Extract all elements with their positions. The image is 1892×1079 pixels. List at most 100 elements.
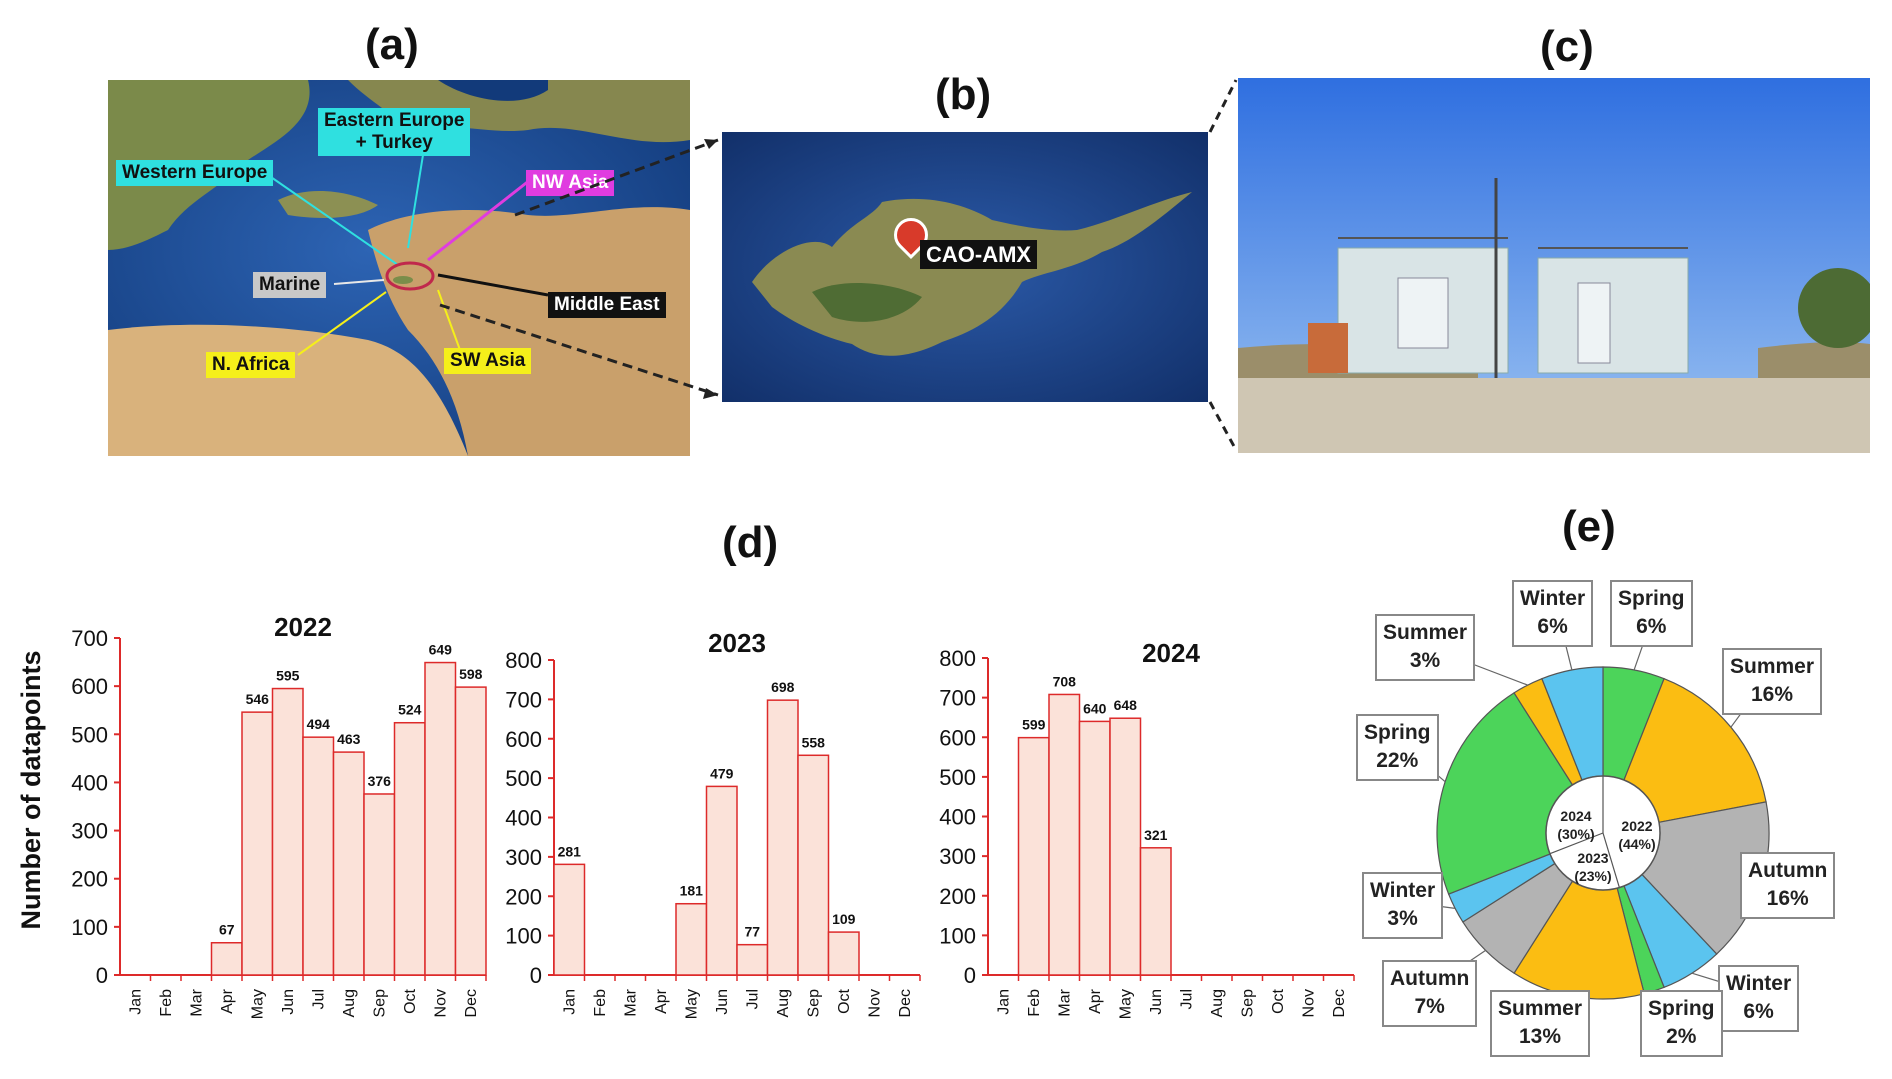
bar [736,943,769,976]
chart-2023: 2023 0 100 200 300 400 500 600 700 800 Jan 281 Feb Ma… [505,628,921,1019]
slice-percent: 3% [1409,649,1441,673]
chart-title: 2022 [274,612,332,642]
donut-slices: 2022 (44%) 2023 (23%) 2024 (30%) [1436,666,1770,1000]
slice-percent: 7% [1414,995,1445,1019]
year-pct-label: (30%) [1557,826,1594,842]
x-tick-label: Jun [714,989,731,1015]
bar-value-label: 640 [1083,700,1107,716]
station-photo-graphic [1238,78,1870,453]
year-label: 2024 [1560,808,1591,824]
bar-value-label: 281 [558,843,582,859]
year-label: 2022 [1621,818,1652,834]
x-tick-label: Oct [836,988,853,1013]
slice-season: Summer [1730,655,1815,678]
y-tick-label: 200 [505,884,542,909]
x-tick-label: Dec [897,989,914,1017]
x-tick-label: Mar [622,988,639,1016]
x-tick-label: Jun [280,989,297,1015]
panel-label-e: (e) [1562,502,1616,551]
cyprus-map-graphic [722,132,1208,402]
bar [705,785,738,976]
bar-value-label: 321 [1144,827,1168,843]
label-marine: Marine [253,272,327,298]
slice-percent: 22% [1376,749,1419,773]
y-tick-label: 500 [505,766,542,791]
x-tick-label: Jul [310,989,327,1009]
y-tick-label: 600 [71,674,108,699]
y-tick-label: 500 [71,722,108,747]
bar [675,902,708,976]
bar-value-label: 698 [771,679,795,695]
y-tick-label: 400 [939,805,976,830]
bar [393,721,426,976]
year-divider [1549,832,1604,855]
regional-map-graphic [108,80,690,456]
x-tick-label: Sep [371,989,388,1018]
y-tick-label: 300 [71,819,108,844]
panel-label-a: (a) [365,20,419,69]
bar-value-label: 598 [459,666,483,682]
bar-value-label: 708 [1053,673,1077,689]
slice-season: Spring [1618,587,1685,610]
station-photo [1238,78,1870,453]
slice-label: Autumn 16% [1740,852,1836,919]
y-tick-label: 400 [505,806,542,831]
slice-percent: 3% [1387,907,1418,931]
x-tick-label: Nov [866,989,883,1017]
panel-label-b: (b) [935,70,992,119]
bar [271,687,304,976]
label-nw-asia: NW Asia [526,170,615,196]
bar-value-label: 599 [1022,717,1046,733]
y-tick-label: 700 [505,687,542,712]
slice-label: Winter 6% [1718,965,1800,1032]
x-tick-label: Apr [653,988,670,1014]
x-tick-label: Sep [1239,989,1256,1018]
y-tick-label: 700 [71,626,108,651]
slice-season: Winter [1726,972,1792,995]
slice-season: Summer [1498,997,1583,1020]
slice-percent: 6% [1537,615,1568,639]
y-tick-label: 0 [96,963,108,988]
bar-value-label: 595 [276,668,300,684]
bar-value-label: 376 [368,773,392,789]
slice-season: Summer [1383,621,1468,644]
bar [1109,717,1142,976]
bar-value-label: 181 [680,883,704,899]
slice-label: Winter 6% [1512,580,1594,647]
slice-percent: 6% [1636,615,1667,639]
slice-percent: 2% [1666,1025,1697,1049]
slice-season: Spring [1364,721,1431,744]
slice-label: Winter 3% [1362,872,1444,939]
slice-label: Autumn 7% [1382,960,1478,1027]
panel-label-c: (c) [1540,22,1594,71]
slice-label: Spring 2% [1640,990,1723,1057]
y-tick-label: 300 [939,844,976,869]
bar-value-label: 109 [832,911,856,927]
slice-season: Autumn [1748,859,1828,882]
x-tick-label: Feb [592,989,609,1017]
x-tick-label: Jan [995,989,1012,1015]
x-tick-label: Mar [188,988,205,1016]
y-tick-label: 100 [939,923,976,948]
bar-value-label: 494 [307,716,331,732]
x-tick-label: Aug [1209,989,1226,1017]
year-divider [1602,832,1620,888]
bar [797,754,830,976]
x-tick-label: Feb [158,989,175,1017]
y-axis-label: Number of datapoints [16,650,46,929]
bar [553,863,586,976]
y-tick-label: 600 [939,725,976,750]
y-tick-label: 100 [71,915,108,940]
slice-label: Summer 13% [1490,990,1591,1057]
bar [766,699,799,976]
bar-value-label: 479 [710,765,734,781]
x-tick-label: Apr [219,988,236,1014]
label-eastern-europe: Eastern Europe + Turkey [318,108,471,156]
bar [363,793,396,976]
year-label: 2023 [1577,850,1608,866]
x-tick-label: Jul [1178,989,1195,1009]
x-tick-label: Aug [341,989,358,1017]
x-tick-label: May [249,989,266,1019]
label-eastern-europe-line1: Eastern Europe [324,110,465,131]
